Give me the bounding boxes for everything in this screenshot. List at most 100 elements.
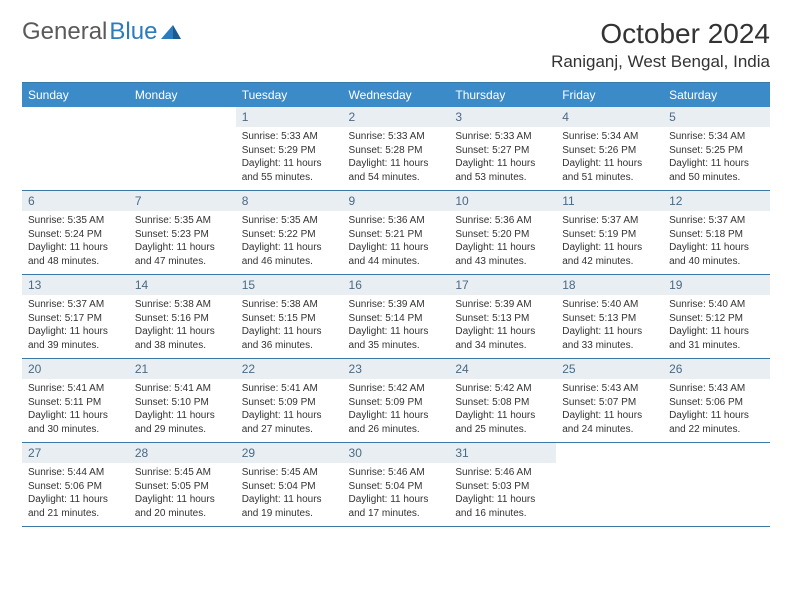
sunrise-text: Sunrise: 5:44 AM	[28, 466, 123, 480]
calendar-cell: 31Sunrise: 5:46 AMSunset: 5:03 PMDayligh…	[449, 443, 556, 527]
day-content: Sunrise: 5:37 AMSunset: 5:17 PMDaylight:…	[22, 295, 129, 358]
day-content: Sunrise: 5:42 AMSunset: 5:08 PMDaylight:…	[449, 379, 556, 442]
sunrise-text: Sunrise: 5:37 AM	[562, 214, 657, 228]
daylight-text: Daylight: 11 hours and 25 minutes.	[455, 409, 550, 436]
sunset-text: Sunset: 5:27 PM	[455, 144, 550, 158]
daylight-text: Daylight: 11 hours and 30 minutes.	[28, 409, 123, 436]
day-content: Sunrise: 5:45 AMSunset: 5:04 PMDaylight:…	[236, 463, 343, 526]
daylight-text: Daylight: 11 hours and 27 minutes.	[242, 409, 337, 436]
day-content: Sunrise: 5:41 AMSunset: 5:11 PMDaylight:…	[22, 379, 129, 442]
sunset-text: Sunset: 5:13 PM	[562, 312, 657, 326]
sunset-text: Sunset: 5:21 PM	[349, 228, 444, 242]
daylight-text: Daylight: 11 hours and 44 minutes.	[349, 241, 444, 268]
empty-cell	[22, 107, 129, 185]
page-header: General Blue October 2024 Raniganj, West…	[22, 18, 770, 72]
day-content: Sunrise: 5:33 AMSunset: 5:27 PMDaylight:…	[449, 127, 556, 190]
weekday-header-row: Sunday Monday Tuesday Wednesday Thursday…	[22, 83, 770, 108]
sunrise-text: Sunrise: 5:39 AM	[455, 298, 550, 312]
day-content: Sunrise: 5:36 AMSunset: 5:20 PMDaylight:…	[449, 211, 556, 274]
calendar-row: 13Sunrise: 5:37 AMSunset: 5:17 PMDayligh…	[22, 275, 770, 359]
sunset-text: Sunset: 5:29 PM	[242, 144, 337, 158]
calendar-cell: 20Sunrise: 5:41 AMSunset: 5:11 PMDayligh…	[22, 359, 129, 443]
day-number: 10	[449, 191, 556, 211]
calendar-cell: 21Sunrise: 5:41 AMSunset: 5:10 PMDayligh…	[129, 359, 236, 443]
sunset-text: Sunset: 5:14 PM	[349, 312, 444, 326]
calendar-cell: 6Sunrise: 5:35 AMSunset: 5:24 PMDaylight…	[22, 191, 129, 275]
sunrise-text: Sunrise: 5:41 AM	[28, 382, 123, 396]
sunset-text: Sunset: 5:06 PM	[669, 396, 764, 410]
day-content: Sunrise: 5:37 AMSunset: 5:18 PMDaylight:…	[663, 211, 770, 274]
sunset-text: Sunset: 5:13 PM	[455, 312, 550, 326]
daylight-text: Daylight: 11 hours and 43 minutes.	[455, 241, 550, 268]
calendar-cell: 17Sunrise: 5:39 AMSunset: 5:13 PMDayligh…	[449, 275, 556, 359]
location-text: Raniganj, West Bengal, India	[551, 52, 770, 72]
day-number: 11	[556, 191, 663, 211]
sunrise-text: Sunrise: 5:42 AM	[455, 382, 550, 396]
daylight-text: Daylight: 11 hours and 29 minutes.	[135, 409, 230, 436]
calendar-cell	[22, 107, 129, 191]
day-number: 20	[22, 359, 129, 379]
day-number: 14	[129, 275, 236, 295]
sunset-text: Sunset: 5:23 PM	[135, 228, 230, 242]
weekday-header: Sunday	[22, 83, 129, 108]
sunrise-text: Sunrise: 5:35 AM	[242, 214, 337, 228]
sunrise-text: Sunrise: 5:45 AM	[135, 466, 230, 480]
day-content: Sunrise: 5:39 AMSunset: 5:14 PMDaylight:…	[343, 295, 450, 358]
day-number: 31	[449, 443, 556, 463]
daylight-text: Daylight: 11 hours and 19 minutes.	[242, 493, 337, 520]
daylight-text: Daylight: 11 hours and 16 minutes.	[455, 493, 550, 520]
calendar-cell: 13Sunrise: 5:37 AMSunset: 5:17 PMDayligh…	[22, 275, 129, 359]
daylight-text: Daylight: 11 hours and 47 minutes.	[135, 241, 230, 268]
daylight-text: Daylight: 11 hours and 24 minutes.	[562, 409, 657, 436]
weekday-header: Thursday	[449, 83, 556, 108]
daylight-text: Daylight: 11 hours and 54 minutes.	[349, 157, 444, 184]
weekday-header: Friday	[556, 83, 663, 108]
sunrise-text: Sunrise: 5:40 AM	[669, 298, 764, 312]
daylight-text: Daylight: 11 hours and 20 minutes.	[135, 493, 230, 520]
day-number: 22	[236, 359, 343, 379]
day-number: 27	[22, 443, 129, 463]
sunset-text: Sunset: 5:22 PM	[242, 228, 337, 242]
calendar-cell	[556, 443, 663, 527]
day-number: 5	[663, 107, 770, 127]
sunset-text: Sunset: 5:26 PM	[562, 144, 657, 158]
sunrise-text: Sunrise: 5:39 AM	[349, 298, 444, 312]
sunrise-text: Sunrise: 5:37 AM	[669, 214, 764, 228]
calendar-cell	[129, 107, 236, 191]
day-number: 26	[663, 359, 770, 379]
calendar-table: Sunday Monday Tuesday Wednesday Thursday…	[22, 82, 770, 527]
day-content: Sunrise: 5:43 AMSunset: 5:06 PMDaylight:…	[663, 379, 770, 442]
calendar-cell: 8Sunrise: 5:35 AMSunset: 5:22 PMDaylight…	[236, 191, 343, 275]
day-number: 16	[343, 275, 450, 295]
day-number: 25	[556, 359, 663, 379]
sunrise-text: Sunrise: 5:45 AM	[242, 466, 337, 480]
day-content: Sunrise: 5:41 AMSunset: 5:09 PMDaylight:…	[236, 379, 343, 442]
calendar-cell: 2Sunrise: 5:33 AMSunset: 5:28 PMDaylight…	[343, 107, 450, 191]
sunset-text: Sunset: 5:09 PM	[242, 396, 337, 410]
day-number: 24	[449, 359, 556, 379]
daylight-text: Daylight: 11 hours and 17 minutes.	[349, 493, 444, 520]
logo-text-general: General	[22, 18, 107, 46]
weekday-header: Saturday	[663, 83, 770, 108]
calendar-row: 6Sunrise: 5:35 AMSunset: 5:24 PMDaylight…	[22, 191, 770, 275]
daylight-text: Daylight: 11 hours and 53 minutes.	[455, 157, 550, 184]
sunrise-text: Sunrise: 5:35 AM	[28, 214, 123, 228]
calendar-cell: 26Sunrise: 5:43 AMSunset: 5:06 PMDayligh…	[663, 359, 770, 443]
sunrise-text: Sunrise: 5:33 AM	[455, 130, 550, 144]
day-content: Sunrise: 5:36 AMSunset: 5:21 PMDaylight:…	[343, 211, 450, 274]
logo-text-blue: Blue	[109, 18, 157, 46]
calendar-cell: 14Sunrise: 5:38 AMSunset: 5:16 PMDayligh…	[129, 275, 236, 359]
daylight-text: Daylight: 11 hours and 35 minutes.	[349, 325, 444, 352]
daylight-text: Daylight: 11 hours and 21 minutes.	[28, 493, 123, 520]
calendar-row: 20Sunrise: 5:41 AMSunset: 5:11 PMDayligh…	[22, 359, 770, 443]
day-number: 4	[556, 107, 663, 127]
day-content: Sunrise: 5:38 AMSunset: 5:16 PMDaylight:…	[129, 295, 236, 358]
day-number: 17	[449, 275, 556, 295]
day-number: 9	[343, 191, 450, 211]
calendar-cell	[663, 443, 770, 527]
sunrise-text: Sunrise: 5:41 AM	[135, 382, 230, 396]
sunrise-text: Sunrise: 5:37 AM	[28, 298, 123, 312]
day-content: Sunrise: 5:33 AMSunset: 5:29 PMDaylight:…	[236, 127, 343, 190]
day-content: Sunrise: 5:37 AMSunset: 5:19 PMDaylight:…	[556, 211, 663, 274]
sunset-text: Sunset: 5:05 PM	[135, 480, 230, 494]
